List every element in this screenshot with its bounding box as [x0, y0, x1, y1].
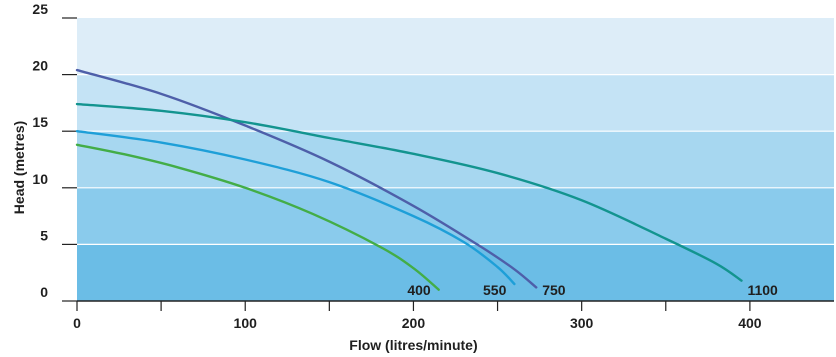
x-tick-label-100: 100 — [234, 315, 258, 331]
x-tick-label-200: 200 — [402, 315, 426, 331]
y-tick-label-20: 20 — [32, 58, 48, 74]
background-bands — [77, 18, 834, 301]
series-labels: 400 550 750 1100 — [407, 282, 778, 298]
band-5-10 — [77, 187, 834, 245]
series-label-1100: 1100 — [747, 282, 778, 298]
series-line-550 — [75, 130, 516, 286]
y-tick-label-25: 25 — [32, 1, 48, 17]
series-label-550: 550 — [483, 282, 507, 298]
x-axis-title: Flow (litres/minute) — [349, 337, 477, 353]
x-axis-ticks: 0 100 200 300 400 — [73, 301, 762, 331]
x-tick-label-400: 400 — [738, 315, 762, 331]
y-tick-label-0: 0 — [40, 284, 48, 300]
x-tick-label-300: 300 — [570, 315, 594, 331]
y-tick-label-5: 5 — [40, 227, 48, 243]
series-line-400 — [75, 143, 440, 291]
y-tick-label-10: 10 — [32, 171, 48, 187]
series-label-400: 400 — [407, 282, 431, 298]
y-tick-label-15: 15 — [32, 114, 48, 130]
band-0-5 — [77, 244, 834, 301]
y-axis-ticks: 0 5 10 15 20 25 — [32, 1, 77, 302]
band-20-25 — [77, 18, 834, 75]
y-axis-title: Head (metres) — [11, 121, 27, 214]
horizontal-gridlines — [77, 73, 834, 245]
series-lines — [75, 68, 743, 291]
x-tick-label-0: 0 — [73, 315, 81, 331]
series-line-1100 — [75, 102, 743, 282]
series-line-750 — [75, 68, 538, 289]
band-15-20 — [77, 74, 834, 132]
series-label-750: 750 — [542, 282, 566, 298]
band-10-15 — [77, 131, 834, 188]
